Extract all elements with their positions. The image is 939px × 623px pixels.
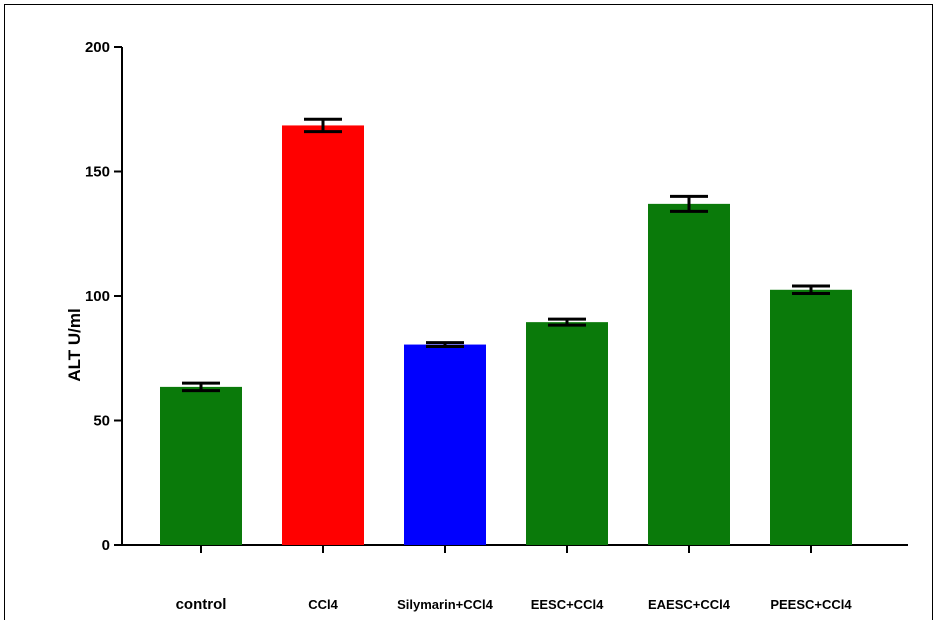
error-bars [182, 117, 830, 393]
bar-silymarin-ccl4 [404, 344, 486, 545]
x-tick-label: control [176, 596, 227, 613]
bar-eaesc-ccl4 [648, 203, 730, 545]
y-tick-label: 50 [93, 413, 110, 430]
y-axis: 0 50 100 150 200 [85, 39, 123, 554]
y-tick-label: 200 [85, 39, 110, 56]
bar-eesc-ccl4 [526, 322, 608, 545]
y-axis-title: ALT U/ml [65, 308, 84, 381]
x-axis: control CCl4 Silymarin+CCl4 EESC+CCl4 EAESC+… [121, 544, 908, 613]
y-tick-label: 0 [102, 537, 110, 554]
bar-control [160, 386, 242, 545]
bars [160, 125, 852, 545]
x-tick-label: CCl4 [308, 597, 338, 612]
x-tick-label: PEESC+CCl4 [770, 597, 852, 612]
bar-peesc-ccl4 [770, 289, 852, 545]
y-tick-label: 100 [85, 288, 110, 305]
chart-frame [4, 4, 933, 620]
x-tick-label: Silymarin+CCl4 [397, 597, 494, 612]
bar-ccl4 [282, 125, 364, 545]
x-tick-label: EESC+CCl4 [531, 597, 604, 612]
x-tick-label: EAESC+CCl4 [648, 597, 731, 612]
y-tick-label: 150 [85, 164, 110, 181]
